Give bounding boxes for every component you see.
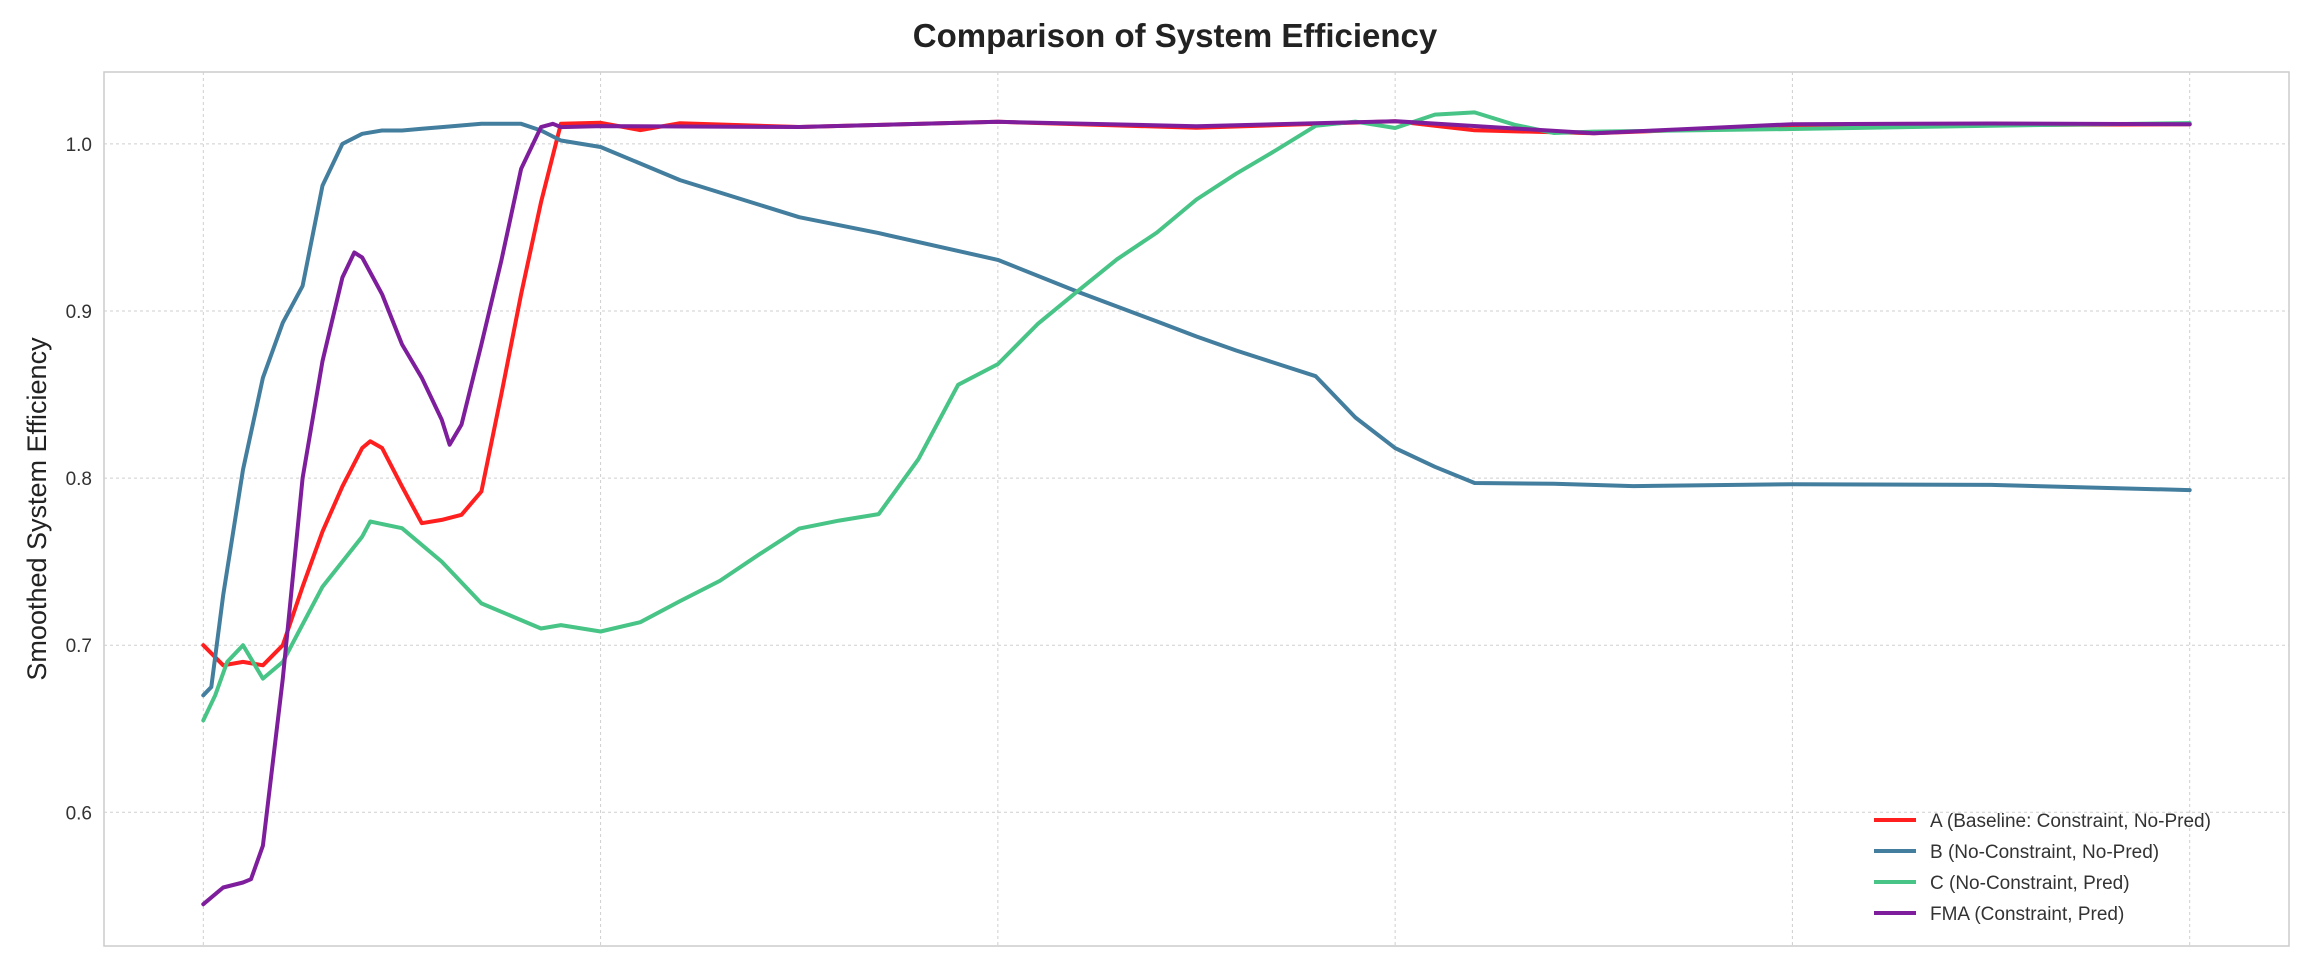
legend: A (Baseline: Constraint, No-Pred) B (No-C…: [1874, 811, 2211, 925]
legend-label: B (No-Constraint, No-Pred): [1930, 842, 2159, 863]
y-tick-label: 0.6: [66, 803, 92, 824]
y-tick-label: 0.8: [66, 469, 92, 490]
legend-label: FMA (Constraint, Pred): [1930, 904, 2124, 925]
y-axis-label: Smoothed System Efficiency: [22, 337, 52, 681]
chart-title: Comparison of System Efficiency: [913, 17, 1438, 54]
y-tick-label: 0.7: [66, 636, 92, 657]
y-gridlines: [104, 143, 2289, 813]
x-gridlines: [202, 72, 2191, 946]
series-lines: [201, 110, 2192, 907]
y-tick-label: 1.0: [66, 135, 92, 156]
series-line-4: [201, 119, 2192, 907]
series-line-3: [201, 110, 2192, 723]
y-tick-label: 0.9: [66, 302, 92, 323]
legend-label: A (Baseline: Constraint, No-Pred): [1930, 811, 2211, 832]
legend-label: C (No-Constraint, Pred): [1930, 873, 2130, 894]
series-line-2: [201, 121, 2192, 698]
y-tick-labels: 0.6 0.7 0.8 0.9 1.0: [66, 135, 92, 824]
